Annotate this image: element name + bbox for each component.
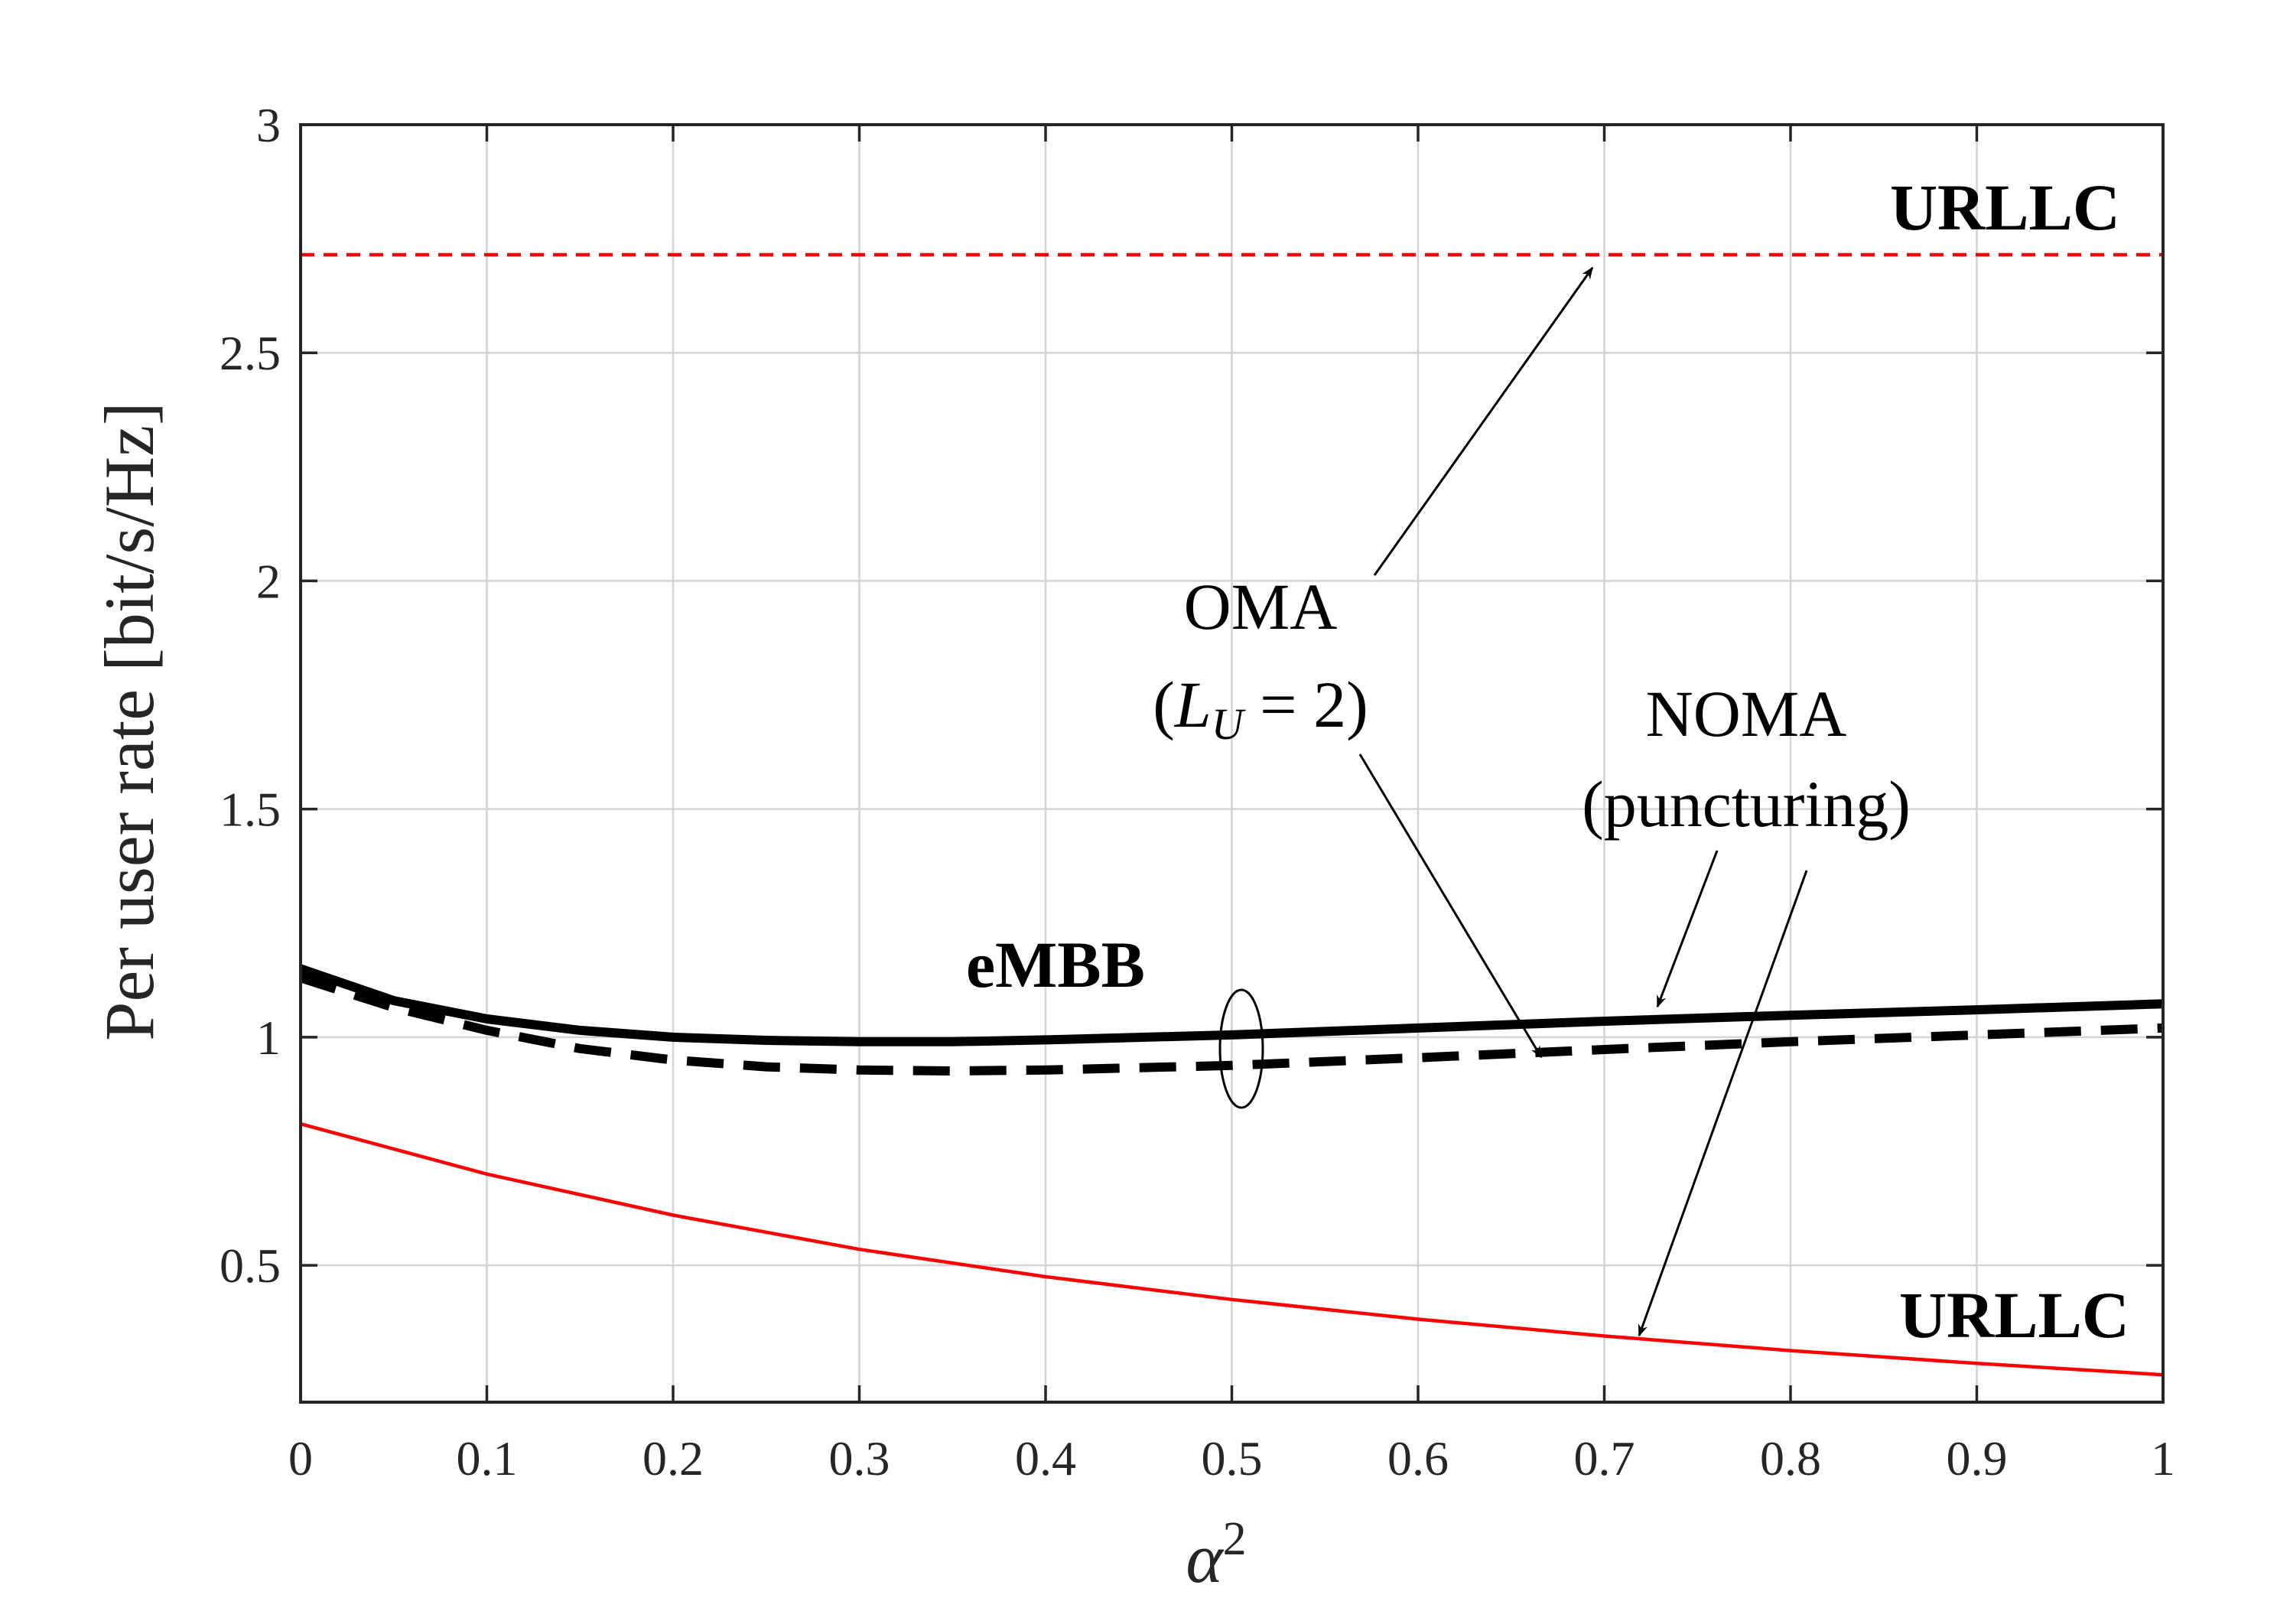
x-tick-label-8: 0.8 <box>1760 1431 1821 1486</box>
x-tick-label-10: 1 <box>2151 1431 2175 1486</box>
tick-marks <box>299 123 2165 1402</box>
arrow-oma-to-urllc <box>1373 266 1594 576</box>
annotation-oma-line1: OMA <box>1184 570 1338 643</box>
annotation-embb: eMBB <box>966 928 1145 1001</box>
series-line-2 <box>300 1122 2164 1377</box>
series-line-1 <box>299 973 2164 1076</box>
x-axis-title: α2 <box>1186 1513 1246 1597</box>
annotation-urllc-top: URLLC <box>1890 171 2120 244</box>
annotation-noma-line1: NOMA <box>1646 677 1847 750</box>
x-axis-title-symbol: α <box>1186 1519 1224 1597</box>
series-line-0 <box>299 964 2164 1046</box>
annotation-oma-symbol: L <box>1173 668 1212 741</box>
annotation-oma-paren: ( <box>1153 668 1175 741</box>
x-tick-label-7: 0.7 <box>1574 1431 1635 1486</box>
y-tick-label-5: 3 <box>256 98 281 152</box>
y-tick-label-2: 1.5 <box>220 783 281 837</box>
x-tick-label-3: 0.3 <box>829 1431 890 1486</box>
arrow-noma-to-embb <box>1656 850 1719 1008</box>
x-tick-label-9: 0.9 <box>1947 1431 2008 1486</box>
x-tick-label-0: 0 <box>288 1431 313 1486</box>
x-tick-label-1: 0.1 <box>457 1431 518 1486</box>
tick-labels: 0 0.1 0.2 0.3 0.4 0.5 0.6 0.7 0.8 0.9 1 0.5 1 1.5 2 2.5… <box>220 98 2175 1486</box>
y-tick-label-4: 2.5 <box>220 326 281 380</box>
x-axis-title-superscript: 2 <box>1223 1513 1247 1565</box>
arrow-oma-to-embb <box>1358 753 1543 1059</box>
annotation-urllc-bottom: URLLC <box>1899 1278 2129 1352</box>
annotation-oma-line2: (LU = 2) <box>1153 668 1368 749</box>
embb-curves-ellipse <box>1218 988 1264 1109</box>
y-tick-label-1: 1 <box>256 1011 281 1065</box>
y-axis-title: Per user rate [bit/s/Hz] <box>90 402 168 1040</box>
y-tick-label-0: 0.5 <box>220 1238 281 1293</box>
x-tick-label-4: 0.4 <box>1015 1431 1076 1486</box>
annotation-oma-rest: = 2) <box>1244 668 1368 741</box>
x-tick-label-2: 0.2 <box>642 1431 704 1486</box>
series-group <box>299 252 2164 1377</box>
arrow-noma-to-urllc <box>1638 870 1808 1337</box>
annotation-oma-subscript: U <box>1212 699 1247 749</box>
y-tick-label-3: 2 <box>256 554 281 608</box>
annotation-noma-line2: (puncturing) <box>1582 767 1911 841</box>
x-tick-label-6: 0.6 <box>1387 1431 1449 1486</box>
x-tick-label-5: 0.5 <box>1202 1431 1263 1486</box>
